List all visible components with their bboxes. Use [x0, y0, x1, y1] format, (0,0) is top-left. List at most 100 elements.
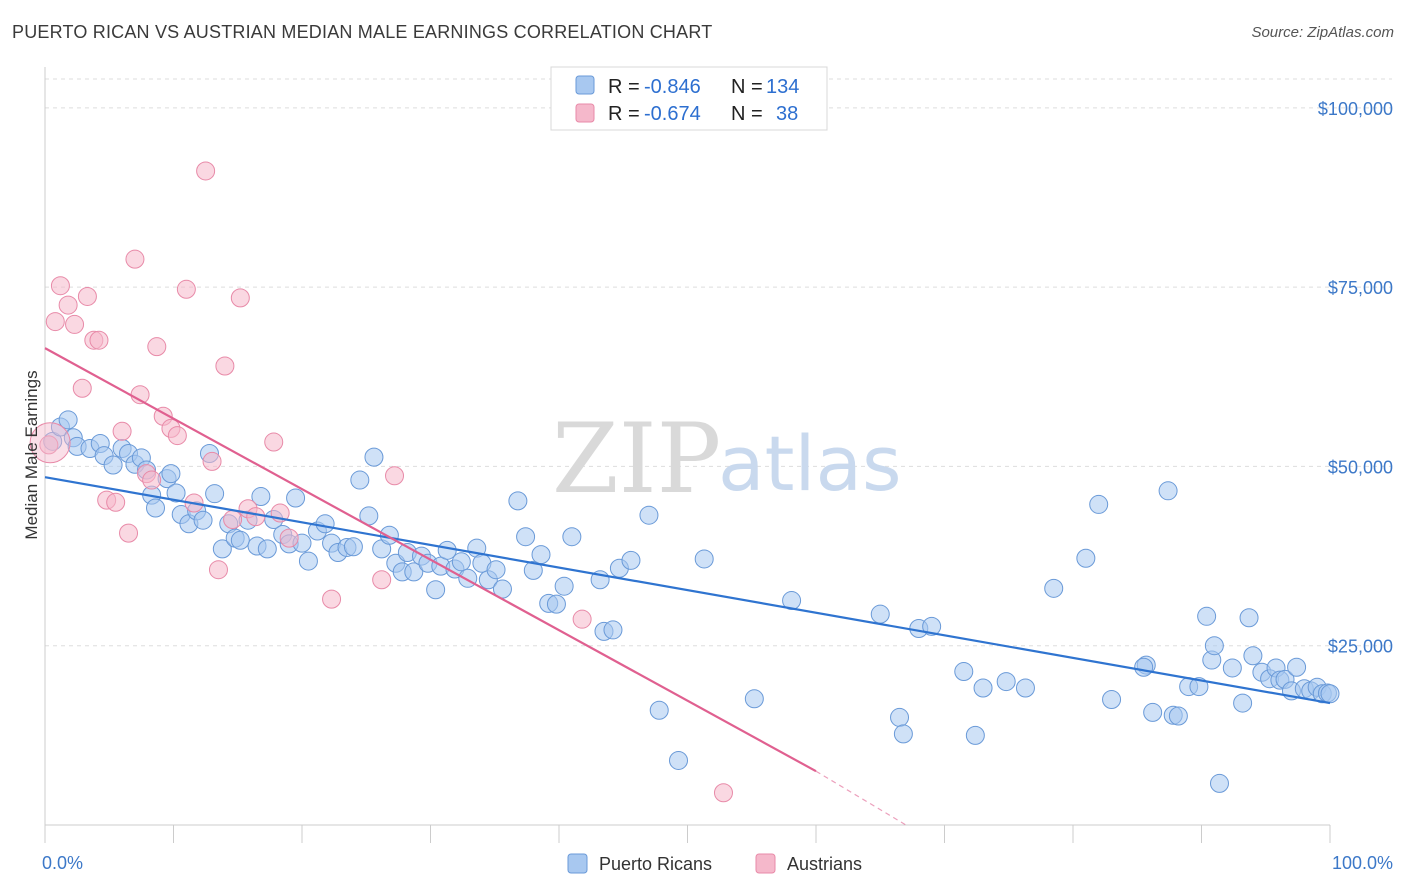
- puerto-rican-point: [1243, 646, 1263, 666]
- puerto-rican-point: [146, 498, 166, 518]
- puerto-rican-point: [103, 455, 123, 475]
- austrian-point: [39, 435, 59, 455]
- puerto-rican-point: [621, 550, 641, 570]
- puerto-rican-point: [639, 505, 659, 525]
- puerto-rican-point: [870, 604, 890, 624]
- legend-r-value-2: -0.674: [644, 103, 701, 125]
- puerto-rican-point: [1015, 678, 1035, 698]
- austrian-point: [58, 295, 78, 315]
- grid-layer: [45, 78, 1392, 647]
- puerto-rican-point: [205, 484, 225, 504]
- axes-layer: $25,000 $50,000 $75,000 $100,000 0.0% 100.0%: [42, 67, 1393, 873]
- bottom-legend-puerto-ricans: Puerto Ricans: [599, 854, 712, 874]
- austrian-point: [279, 528, 299, 548]
- puerto-rican-point: [1239, 608, 1259, 628]
- austrian-point: [246, 507, 266, 527]
- top-legend: R = -0.846 N = 134 R = -0.674 N = 38: [550, 66, 828, 131]
- puerto-rican-point: [1158, 481, 1178, 501]
- puerto-rican-point: [161, 464, 181, 484]
- austrian-point: [119, 523, 139, 543]
- austrian-point: [264, 432, 284, 452]
- austrian-point: [208, 560, 228, 580]
- austrian-point: [322, 589, 342, 609]
- puerto-rican-point: [1076, 548, 1096, 568]
- chart-title: PUERTO RICAN VS AUSTRIAN MEDIAN MALE EAR…: [12, 22, 713, 42]
- puerto-rican-trend-line: [44, 476, 1331, 705]
- puerto-rican-point: [58, 410, 78, 430]
- austrian-point: [65, 314, 85, 334]
- puerto-rican-point: [744, 689, 764, 709]
- puerto-rican-point: [257, 539, 277, 559]
- y-axis-title: Median Male Earnings: [22, 370, 41, 539]
- puerto-rican-point: [1134, 657, 1154, 677]
- top-legend-box: [550, 66, 828, 131]
- puerto-rican-point: [1222, 658, 1242, 678]
- trend-layer: [44, 347, 1331, 826]
- y-tick-label: $25,000: [1328, 637, 1393, 657]
- puerto-rican-point: [426, 580, 446, 600]
- legend-n-label-2: N =: [731, 103, 763, 125]
- puerto-rican-point: [973, 678, 993, 698]
- puerto-rican-point: [523, 560, 543, 580]
- austrian-point-large: [29, 422, 71, 464]
- bottom-legend-austrians: Austrians: [787, 854, 862, 874]
- austrian-point: [202, 451, 222, 471]
- puerto-rican-point: [516, 527, 536, 547]
- legend-r-label-2: R =: [608, 103, 640, 125]
- puerto-rican-point: [1089, 494, 1109, 514]
- puerto-rican-point: [1287, 657, 1307, 677]
- puerto-rican-point: [508, 491, 528, 511]
- puerto-rican-point: [364, 447, 384, 467]
- austrian-point: [215, 356, 235, 376]
- puerto-rican-point: [554, 576, 574, 596]
- austrian-point: [125, 249, 145, 269]
- austrian-point: [372, 570, 392, 590]
- puerto-rican-point: [1189, 677, 1209, 697]
- puerto-rican-point: [315, 514, 335, 534]
- puerto-rican-point: [965, 725, 985, 745]
- puerto-rican-point: [603, 620, 623, 640]
- puerto-rican-point: [343, 537, 363, 557]
- x-tick-label-max: 100.0%: [1332, 853, 1393, 873]
- austrian-point: [385, 466, 405, 486]
- puerto-rican-point: [251, 487, 271, 507]
- puerto-rican-point: [649, 700, 669, 720]
- puerto-rican-point: [1320, 684, 1340, 704]
- legend-n-value-2: 38: [776, 103, 798, 125]
- legend-r-value-1: -0.846: [644, 76, 701, 98]
- puerto-rican-point: [230, 530, 250, 550]
- y-tick-label: $50,000: [1328, 457, 1393, 477]
- austrian-point: [112, 421, 132, 441]
- bottom-legend: Puerto Ricans Austrians: [567, 853, 862, 874]
- bottom-legend-swatch-blue: [567, 853, 588, 874]
- puerto-rican-point: [954, 662, 974, 682]
- puerto-rican-point: [546, 594, 566, 614]
- legend-swatch-blue: [575, 75, 595, 95]
- austrian-point: [89, 330, 109, 350]
- austrian-point: [147, 337, 167, 357]
- austrian-point: [167, 426, 187, 446]
- austrian-point: [45, 312, 65, 332]
- austrian-point: [72, 378, 92, 398]
- austrian-trend-extension: [815, 770, 907, 826]
- austrian-point: [106, 492, 126, 512]
- puerto-rican-point: [298, 551, 318, 571]
- puerto-rican-point: [1233, 693, 1253, 713]
- puerto-rican-point: [890, 707, 910, 727]
- austrian-point: [196, 161, 216, 181]
- points-layer: [29, 161, 1340, 803]
- x-tick-label-min: 0.0%: [42, 853, 83, 873]
- puerto-rican-point: [996, 672, 1016, 692]
- puerto-rican-point: [1102, 690, 1122, 709]
- austrian-point: [176, 279, 196, 299]
- austrian-trend-line: [44, 347, 817, 773]
- puerto-rican-point: [694, 549, 714, 569]
- watermark-zip: ZIP: [552, 403, 721, 515]
- legend-n-value-1: 134: [766, 76, 799, 98]
- legend-swatch-pink: [575, 103, 595, 123]
- puerto-rican-point: [404, 562, 424, 582]
- puerto-rican-point: [1143, 702, 1163, 722]
- puerto-rican-point: [531, 545, 551, 565]
- puerto-rican-point: [562, 527, 582, 547]
